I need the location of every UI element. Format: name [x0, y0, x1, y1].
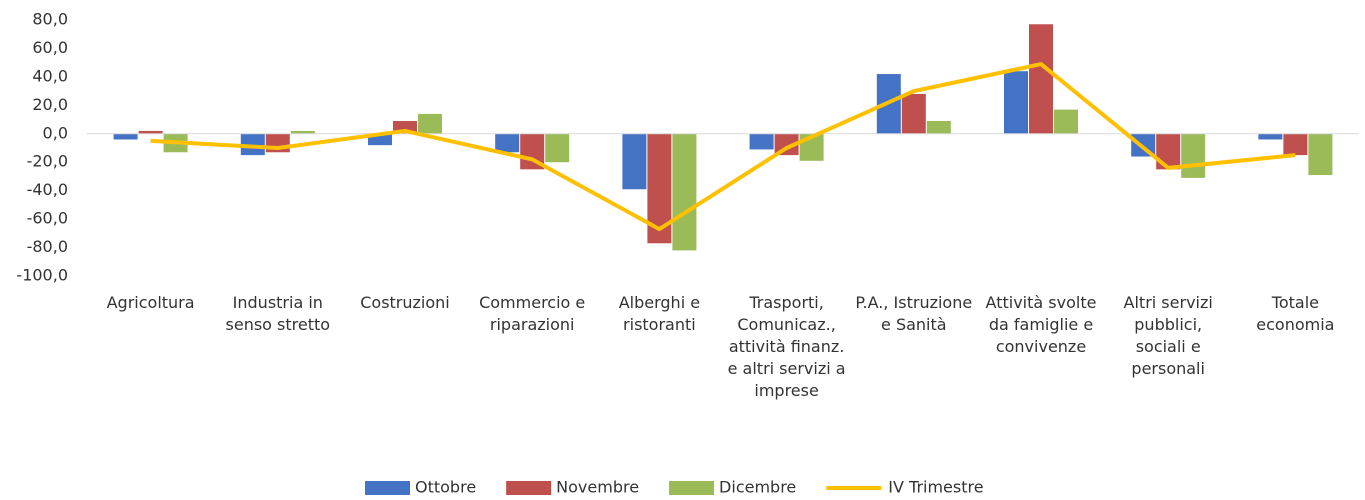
x-tick-label: P.A., Istruzione e Sanità [855, 293, 973, 334]
bar [1258, 133, 1283, 140]
x-tick-label: Alberghi e ristoranti [618, 293, 701, 334]
bar [138, 130, 163, 134]
x-tick-label: Agricoltura [106, 293, 195, 312]
bar [749, 133, 774, 150]
bar [622, 133, 647, 190]
bar [1283, 133, 1308, 156]
y-tick-label: -100,0 [16, 266, 68, 285]
y-tick-label: 80,0 [32, 10, 68, 29]
legend-label: Ottobre [415, 478, 476, 497]
bar [495, 133, 520, 153]
x-tick-label: Trasporti, Comunicaz., attività finanz. … [727, 293, 846, 400]
legend-swatch [365, 481, 410, 495]
x-tick-label: Costruzioni [360, 293, 450, 312]
bar [545, 133, 570, 163]
x-tick-label: Altri servizi pubblici, sociali e person… [1123, 293, 1213, 378]
y-tick-label: -40,0 [27, 180, 68, 199]
bar [113, 133, 138, 140]
legend-label: Dicembre [719, 478, 796, 497]
y-tick-label: -20,0 [27, 152, 68, 171]
legend-swatch [669, 481, 715, 495]
bar [368, 133, 392, 146]
bar [1308, 133, 1333, 176]
bar [240, 133, 265, 156]
bar [672, 133, 697, 251]
legend-swatch [506, 481, 552, 495]
x-tick-label: Totale economia [1256, 293, 1335, 334]
line-series [150, 62, 1296, 232]
bar [418, 113, 442, 134]
bar [901, 93, 926, 134]
bar [926, 120, 951, 134]
x-tick-label: Attività svolte da famiglie e convivenze [985, 293, 1097, 356]
x-tick-label: Industria in senso stretto [225, 293, 331, 334]
y-tick-label: 20,0 [32, 95, 68, 114]
y-tick-label: -60,0 [27, 209, 68, 228]
bar [1029, 24, 1053, 134]
legend-label: Novembre [556, 478, 639, 497]
bar [1004, 71, 1028, 134]
bar [1156, 133, 1181, 170]
y-tick-label: 60,0 [32, 38, 68, 57]
x-tick-label: Commercio e riparazioni [479, 293, 586, 334]
legend-label: IV Trimestre [888, 478, 983, 497]
y-tick-label: 40,0 [32, 66, 68, 85]
y-tick-label: -80,0 [27, 237, 68, 256]
bar [1181, 133, 1206, 178]
bar [290, 130, 315, 134]
y-tick-label: 0,0 [43, 123, 68, 142]
bar [1054, 109, 1078, 134]
